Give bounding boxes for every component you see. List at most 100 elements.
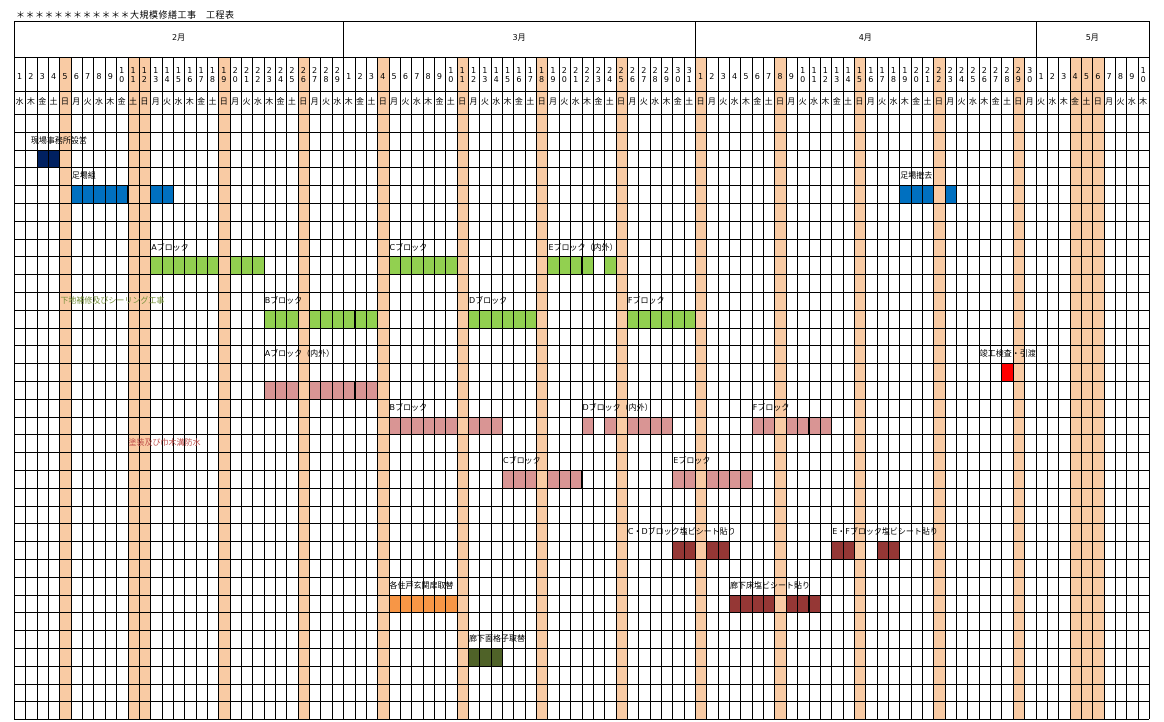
task-label: 廊下床塩ビシート貼り — [730, 580, 811, 590]
weekday-label: 木 — [900, 97, 909, 106]
day-number-digit: 1 — [153, 66, 159, 75]
day-rule — [354, 57, 356, 720]
day-number-digit: 6 — [629, 75, 635, 84]
weekday-label: 日 — [775, 97, 784, 106]
day-number-digit: 1 — [493, 66, 499, 75]
day-rule — [320, 57, 322, 720]
day-number-digit: 0 — [232, 75, 238, 84]
day-rule — [138, 57, 140, 720]
holiday-column — [127, 57, 139, 720]
weekday-label: 月 — [310, 97, 319, 106]
day-number-digit: 2 — [822, 75, 828, 84]
weekday-label: 金 — [356, 97, 364, 106]
day-number-digit: 0 — [913, 75, 919, 84]
day-number-digit: 3 — [1027, 66, 1033, 75]
day-rule — [683, 57, 685, 720]
day-rule — [649, 57, 651, 720]
holiday-column — [1092, 57, 1104, 720]
day-number-digit: 1 — [459, 75, 465, 84]
day-rule — [468, 57, 469, 720]
day-rule — [797, 57, 799, 720]
day-rule — [343, 57, 345, 720]
day-number-digit: 2 — [993, 66, 999, 75]
weekday-label: 月 — [151, 97, 160, 106]
month-label: 3月 — [512, 33, 526, 42]
weekday-label: 火 — [639, 97, 648, 106]
holiday-column — [59, 57, 71, 720]
day-number-digit: 2 — [924, 66, 931, 75]
weekday-label: 水 — [174, 97, 183, 106]
weekday-label: 月 — [946, 97, 955, 106]
day-number-digit: 3 — [482, 75, 488, 84]
day-number: 3 — [368, 72, 374, 81]
day-number-digit: 2 — [312, 66, 318, 75]
day-rule — [944, 57, 946, 720]
month-label: 5月 — [1085, 33, 1099, 42]
day-number-digit: 6 — [187, 75, 193, 84]
weekday-label: 月 — [231, 97, 240, 106]
day-number-digit: 2 — [141, 75, 147, 84]
day-number: 4 — [732, 72, 738, 81]
holiday-column — [695, 57, 707, 720]
day-number-digit: 2 — [470, 75, 477, 84]
weekday-label: 火 — [1116, 97, 1125, 106]
day-rule — [956, 57, 958, 720]
task-label: Eブロック — [673, 456, 711, 466]
holiday-column — [138, 57, 151, 720]
day-number-digit: 1 — [573, 75, 579, 84]
day-number-digit: 1 — [811, 75, 817, 84]
weekday-label: 土 — [844, 97, 853, 106]
task-label: E・Fブロック塩ビシート貼り — [832, 527, 938, 537]
weekday-label: 木 — [583, 97, 591, 106]
day-rule — [445, 57, 447, 720]
day-number: 5 — [391, 72, 397, 81]
weekday-label: 日 — [140, 97, 149, 106]
task-label: Dブロック（内外） — [582, 402, 653, 412]
holiday-column — [933, 57, 945, 720]
weekday-label: 金 — [435, 97, 444, 106]
weekday-label: 日 — [855, 97, 864, 106]
task-label: Eブロック（内外） — [548, 242, 618, 252]
day-number-digit: 3 — [834, 75, 840, 84]
day-rule — [604, 57, 606, 720]
weekday-label: 水 — [968, 97, 977, 106]
holiday-column — [218, 57, 230, 720]
day-number-digit: 3 — [675, 66, 681, 75]
day-number-digit: 7 — [527, 75, 533, 84]
day-number-digit: 1 — [822, 66, 828, 75]
day-number-digit: 2 — [629, 66, 635, 75]
day-rule — [422, 57, 424, 720]
day-number-digit: 9 — [902, 75, 908, 84]
day-number-digit: 2 — [243, 66, 250, 75]
day-number-digit: 7 — [198, 75, 204, 84]
day-rule — [331, 57, 333, 720]
day-rule — [433, 57, 435, 720]
day-rule — [150, 57, 152, 720]
holiday-column — [377, 57, 389, 720]
day-number-digit: 1 — [879, 66, 885, 75]
weekday-label: 土 — [923, 97, 932, 106]
day-number-digit: 6 — [300, 75, 306, 84]
day-number-digit: 9 — [221, 75, 227, 84]
day-number: 2 — [357, 72, 363, 81]
weekday-label: 水 — [651, 97, 660, 106]
day-rule — [922, 57, 923, 720]
day-number: 2 — [709, 72, 715, 81]
day-number-digit: 1 — [119, 66, 125, 75]
weekday-label: 水 — [571, 97, 580, 106]
day-number-digit: 2 — [300, 66, 306, 75]
day-number: 2 — [1049, 72, 1055, 81]
